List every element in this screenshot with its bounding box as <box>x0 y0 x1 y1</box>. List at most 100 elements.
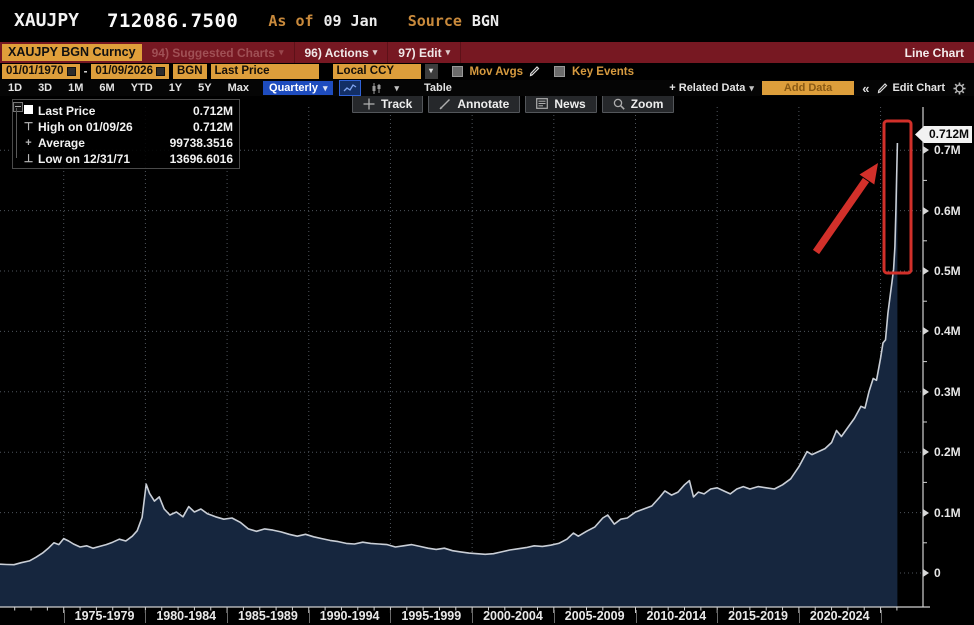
edit-chart-button[interactable]: Edit Chart <box>877 82 945 94</box>
mov-avgs-checkbox[interactable] <box>451 66 463 77</box>
x-band-separator <box>390 610 392 623</box>
date-to-input[interactable]: 01/09/2026 <box>91 64 169 79</box>
low-marker-icon: ⊥ <box>23 153 34 165</box>
pencil-icon <box>878 82 888 93</box>
x-band-separator <box>717 610 719 623</box>
chevron-down-icon: ▾ <box>372 47 378 57</box>
mov-avgs-label[interactable]: Mov Avgs <box>469 65 523 78</box>
y-tick-label-0.3M: 0.3M <box>929 384 961 399</box>
gear-icon[interactable] <box>953 82 966 95</box>
period-tabs: 1D 3D 1M 6M YTD 1Y 5Y Max <box>0 82 257 94</box>
chevron-down-icon: ▾ <box>278 47 284 57</box>
legend-row-low: ⊥ Low on 12/31/71 13696.6016 <box>21 151 233 166</box>
x-band-label: 1985-1989 <box>238 609 298 623</box>
y-tick-label-0.4M: 0.4M <box>929 324 961 339</box>
x-band-separator <box>227 610 229 623</box>
calendar-icon[interactable] <box>66 67 76 76</box>
high-marker-icon: ⊤ <box>23 121 34 133</box>
annotation-arrow-shaft <box>812 177 870 255</box>
as-of-date: 09 Jan <box>323 11 378 30</box>
related-data-menu[interactable]: + Related Data ▾ <box>669 82 754 94</box>
last-price-value: 712086.7500 <box>107 9 239 32</box>
annotate-button[interactable]: Annotate <box>428 94 521 113</box>
chart-controls: 01/01/1970 - 01/09/2026 BGN Last Price L… <box>0 63 974 80</box>
tab-1y[interactable]: 1Y <box>168 82 183 94</box>
source-label: Source <box>407 11 462 30</box>
tab-6m[interactable]: 6M <box>99 82 115 94</box>
x-band-separator <box>635 610 637 623</box>
annotation-box <box>882 119 913 275</box>
magnifier-icon <box>613 98 625 110</box>
legend-row-high: ⊤ High on 01/09/26 0.712M <box>21 119 233 134</box>
tab-3d[interactable]: 3D <box>38 82 53 94</box>
legend-row-last-price: Last Price 0.712M <box>21 103 233 118</box>
ticker-symbol: XAUJPY <box>14 10 80 31</box>
currency-select[interactable]: Local CCY <box>332 64 421 79</box>
collapse-panel-button[interactable]: « <box>862 80 870 96</box>
source-select[interactable]: BGN <box>172 64 207 79</box>
chevron-down-icon: ▾ <box>445 47 451 57</box>
actions-menu[interactable]: 96) Actions ▾ <box>295 42 389 63</box>
x-band-separator <box>553 610 555 623</box>
tab-ytd[interactable]: YTD <box>130 82 153 94</box>
y-tick-label-0: 0 <box>929 566 941 581</box>
menubar: XAUJPY BGN Curncy 94) Suggested Charts ▾ … <box>0 42 974 63</box>
series-swatch-icon <box>21 104 36 117</box>
y-tick-label-0.7M: 0.7M <box>929 143 961 158</box>
source-value: BGN <box>471 11 499 30</box>
track-cross-icon <box>363 98 375 109</box>
x-band-label: 1975-1979 <box>74 609 135 623</box>
track-button[interactable]: Track <box>352 94 424 113</box>
suggested-charts-menu[interactable]: 94) Suggested Charts ▾ <box>142 42 295 63</box>
x-band-separator <box>63 610 65 623</box>
add-data-input[interactable]: Add Data <box>761 81 855 95</box>
field-select[interactable]: Last Price <box>210 64 319 79</box>
date-range-dash: - <box>83 65 88 78</box>
y-tick-label-0.1M: 0.1M <box>929 505 961 520</box>
key-events-checkbox[interactable] <box>554 66 565 77</box>
currency-dropdown-button[interactable]: ▾ <box>424 64 438 79</box>
price-area <box>0 143 898 607</box>
legend-tree-line <box>16 108 17 158</box>
tab-1d[interactable]: 1D <box>8 82 23 94</box>
calendar-icon[interactable] <box>155 67 165 76</box>
x-band-label: 2010-2014 <box>646 609 707 623</box>
chart-legend: Last Price 0.712M ⊤ High on 01/09/26 0.7… <box>12 99 240 169</box>
y-tick-label-0.6M: 0.6M <box>929 203 961 218</box>
tab-1m[interactable]: 1M <box>68 82 84 94</box>
security-field[interactable]: XAUJPY BGN Curncy <box>2 44 142 61</box>
legend-collapse-button[interactable] <box>13 102 23 112</box>
annotation-arrow-head <box>859 163 878 185</box>
candle-chart-type-button[interactable] <box>367 81 385 95</box>
line-chart-type-button[interactable] <box>339 80 362 96</box>
edit-menu[interactable]: 97) Edit ▾ <box>388 42 462 63</box>
as-of-label: As of <box>268 11 314 30</box>
table-button[interactable]: Table <box>424 82 452 94</box>
key-events-label[interactable]: Key Events <box>572 65 635 78</box>
news-button[interactable]: News <box>525 94 597 113</box>
pencil-icon[interactable] <box>529 66 540 77</box>
news-icon <box>536 98 549 109</box>
annotate-pencil-icon <box>439 98 451 109</box>
x-band-label: 1990-1994 <box>319 609 380 623</box>
y-tick-label-0.5M: 0.5M <box>929 264 961 279</box>
x-band-separator <box>145 610 147 623</box>
x-band-label: 1995-1999 <box>401 609 462 623</box>
chart-type-dropdown[interactable]: ▾ <box>394 82 400 93</box>
zoom-button[interactable]: Zoom <box>601 94 675 113</box>
x-band-label: 2020-2024 <box>809 609 870 623</box>
frequency-select[interactable]: Quarterly ▾ <box>263 81 334 95</box>
chevron-down-icon: ▾ <box>322 83 328 93</box>
tab-5y[interactable]: 5Y <box>198 82 212 94</box>
y-tick-label-0.2M: 0.2M <box>929 445 961 460</box>
legend-row-average: + Average 99738.3516 <box>21 135 233 150</box>
date-from-input[interactable]: 01/01/1970 <box>2 64 80 79</box>
last-price-tag: 0.712M <box>915 126 972 143</box>
tab-max[interactable]: Max <box>227 82 250 94</box>
price-line <box>0 142 899 566</box>
x-band-separator <box>798 610 800 623</box>
period-bar: 1D 3D 1M 6M YTD 1Y 5Y Max Quarterly ▾ ▾ Table + … <box>0 80 974 96</box>
average-marker-icon: + <box>25 136 32 149</box>
